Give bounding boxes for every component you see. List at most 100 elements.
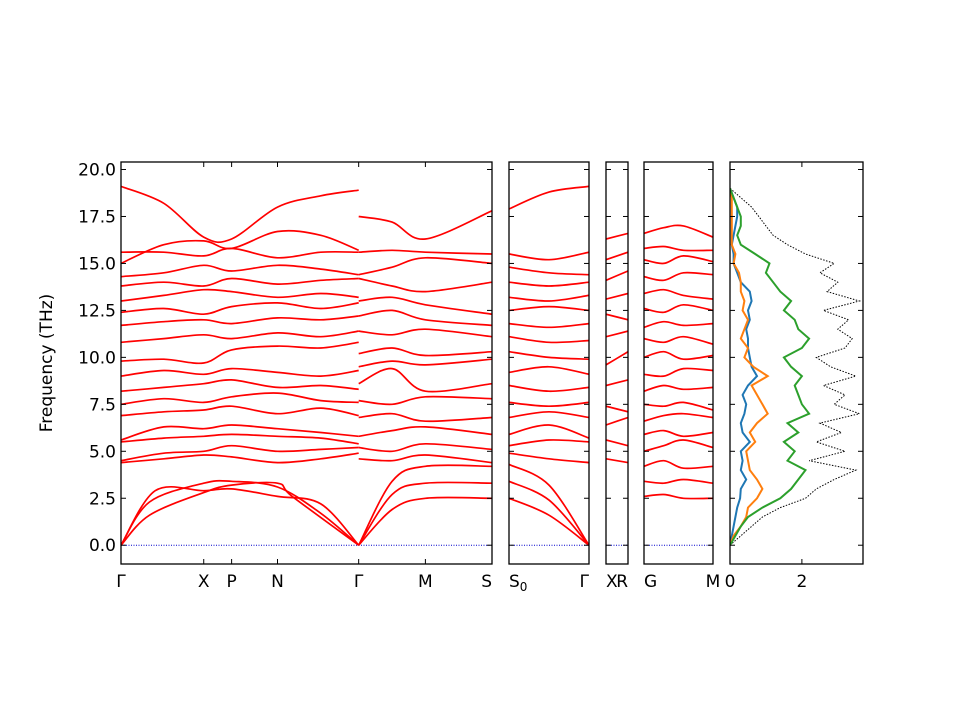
x-tick-label: S xyxy=(481,572,492,592)
panel-frame xyxy=(729,161,864,565)
band-line xyxy=(358,425,492,438)
band-panel-seg2: S0 Γ xyxy=(508,161,590,594)
band-line xyxy=(121,367,359,377)
y-tick-label: 12.5 xyxy=(78,301,116,321)
band-line xyxy=(509,322,589,329)
band-line xyxy=(509,497,589,546)
band-line xyxy=(606,292,628,300)
band-line xyxy=(644,493,713,500)
band-line xyxy=(121,185,359,244)
band-line xyxy=(509,281,589,287)
y-tick-label: 20.0 xyxy=(78,161,116,181)
band-line xyxy=(509,452,589,464)
y-tick-label: 5.0 xyxy=(89,442,116,462)
band-line xyxy=(644,459,713,470)
band-line xyxy=(121,452,359,464)
band-line xyxy=(358,296,492,316)
band-line xyxy=(644,367,713,378)
band-line xyxy=(509,424,589,439)
dos-series-3-curve xyxy=(730,187,811,546)
band-line xyxy=(121,341,359,365)
panels-layer: Γ X P N Γ M S0.02.55.07.510.012.515.017.520.0S… xyxy=(78,161,864,594)
band-line xyxy=(358,328,492,338)
x-tick-label: M xyxy=(706,572,721,592)
band-line xyxy=(358,347,492,357)
x-tick-label: G xyxy=(644,572,657,592)
band-line xyxy=(358,367,492,393)
band-line xyxy=(509,365,589,376)
band-line xyxy=(606,405,628,413)
band-line xyxy=(606,379,628,387)
x-tick-label: R xyxy=(616,572,628,592)
dos-x-tick-label: 0 xyxy=(725,572,736,592)
band-line xyxy=(121,479,360,546)
band-line xyxy=(358,442,492,453)
band-line xyxy=(121,433,359,445)
band-line xyxy=(644,429,713,438)
band-line xyxy=(509,294,589,302)
band-line xyxy=(606,232,628,240)
x-tick-label: X xyxy=(606,572,618,592)
band-line xyxy=(509,384,589,393)
band-line xyxy=(358,249,492,255)
band-line xyxy=(509,335,589,344)
band-line xyxy=(121,486,360,546)
band-line xyxy=(644,271,713,282)
band-line xyxy=(121,424,359,441)
band-line xyxy=(644,245,713,252)
dos-x-tick-label: 2 xyxy=(796,572,807,592)
dos-series-2-curve xyxy=(730,188,770,546)
band-line xyxy=(644,335,713,346)
band-line xyxy=(509,350,589,361)
band-line xyxy=(509,251,589,261)
band-line xyxy=(644,401,713,411)
x-tick-label: Γ xyxy=(354,572,364,592)
band-line xyxy=(606,350,628,366)
band-panel-seg1: Γ X P N Γ M S 0.0 2.5 5.0 7.5 10.0 12.5 15.0 17.5 20.0 xyxy=(78,161,493,592)
band-line xyxy=(358,210,492,240)
y-tick-label: 0.0 xyxy=(89,536,116,556)
y-tick-label: 7.5 xyxy=(89,395,116,415)
band-line xyxy=(121,247,359,259)
band-line xyxy=(606,457,628,464)
dos-curves xyxy=(730,187,862,546)
band-line xyxy=(121,444,359,462)
x-tick-label: X xyxy=(198,572,210,592)
band-line xyxy=(121,288,359,302)
band-line xyxy=(644,412,713,423)
band-line xyxy=(358,358,492,368)
band-line xyxy=(121,481,360,546)
band-lines xyxy=(644,224,713,500)
band-line xyxy=(121,264,359,278)
band-line xyxy=(509,305,589,312)
y-axis-label: Frequency (THz) xyxy=(37,294,57,433)
band-line xyxy=(644,439,713,453)
x-tick-label: N xyxy=(271,572,284,592)
band-line xyxy=(121,405,359,417)
band-line xyxy=(606,439,628,447)
band-lines xyxy=(121,185,492,546)
y-tick-label: 17.5 xyxy=(78,207,116,227)
band-line xyxy=(644,350,713,361)
band-line xyxy=(121,392,359,406)
band-line xyxy=(606,330,628,338)
panel-frame xyxy=(120,161,493,565)
panel-frame xyxy=(643,161,714,565)
band-line xyxy=(509,410,589,419)
y-axis-label-group: Frequency (THz) xyxy=(37,294,57,433)
band-line xyxy=(606,251,628,261)
panel-frame xyxy=(508,161,590,565)
band-line xyxy=(357,464,492,546)
y-tick-label: 10.0 xyxy=(78,348,116,368)
band-line xyxy=(121,315,359,327)
band-line xyxy=(509,185,589,210)
dos-total-curve xyxy=(730,187,862,546)
y-tick-label: 15.0 xyxy=(78,254,116,274)
band-line xyxy=(358,256,492,276)
panel-frame xyxy=(605,161,629,565)
band-line xyxy=(121,229,360,265)
band-line xyxy=(606,313,628,321)
band-line xyxy=(358,412,492,423)
